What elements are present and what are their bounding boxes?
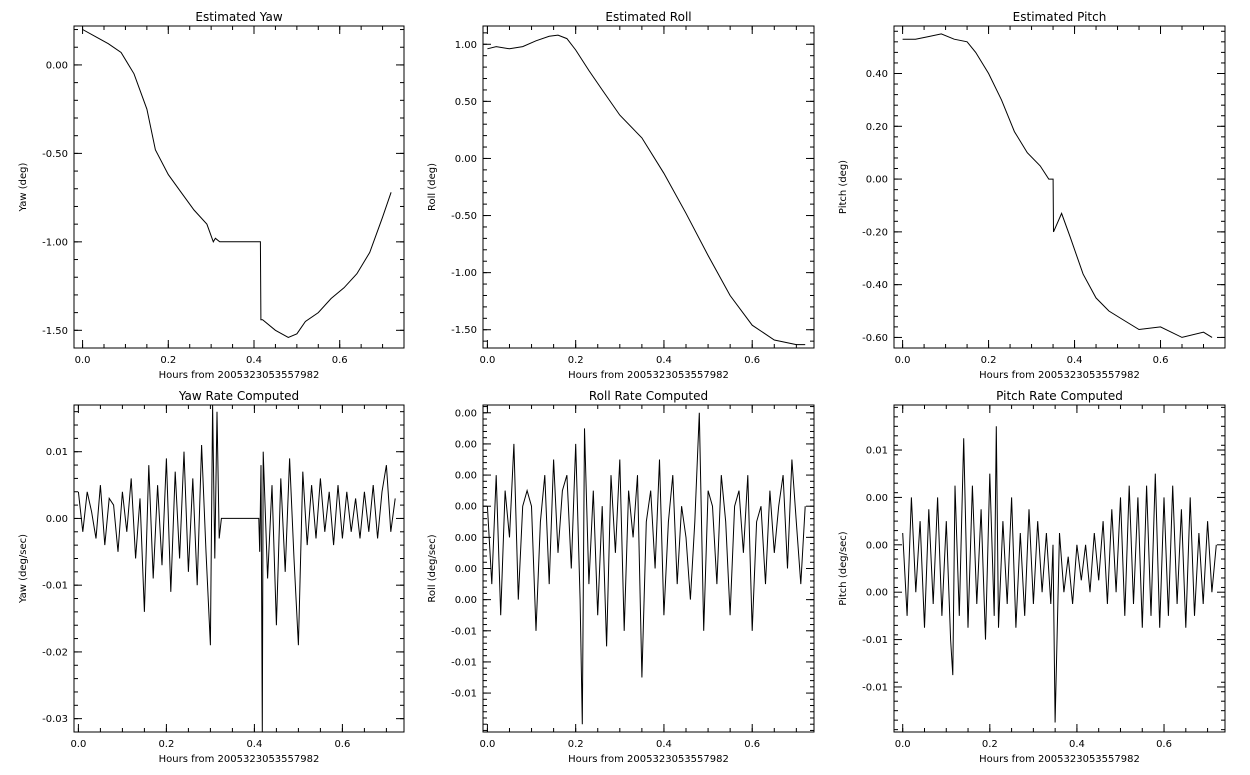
x-tick-label: 0.6 bbox=[744, 739, 760, 750]
x-tick-label: 0.2 bbox=[160, 355, 176, 366]
y-tick-label: 0.20 bbox=[866, 122, 888, 133]
x-tick-label: 0.2 bbox=[981, 355, 997, 366]
series-line bbox=[77, 404, 396, 733]
y-tick-label: -0.01 bbox=[451, 689, 477, 700]
y-tick-label: -1.50 bbox=[42, 326, 68, 337]
y-tick-label: 0.00 bbox=[46, 60, 68, 71]
y-axis-label: Yaw (deg) bbox=[18, 162, 29, 212]
x-tick-label: 0.2 bbox=[982, 739, 998, 750]
y-axis-label: Yaw (deg/sec) bbox=[18, 534, 29, 604]
y-tick-label: -0.01 bbox=[451, 626, 477, 637]
plot-frame bbox=[73, 25, 405, 349]
y-tick-label: 0.00 bbox=[46, 514, 68, 525]
x-axis-label: Hours from 2005323053557982 bbox=[568, 754, 729, 765]
y-tick-label: 0.40 bbox=[866, 69, 888, 80]
chart-panel-6: Pitch Rate Computed Hours from 2005323053… bbox=[838, 389, 1226, 765]
chart-panel-5: Roll Rate Computed Hours from 20053230535… bbox=[427, 389, 815, 765]
x-tick-label: 0.6 bbox=[1156, 739, 1172, 750]
series-line bbox=[82, 29, 392, 338]
series-line bbox=[486, 412, 806, 725]
y-tick-label: -0.20 bbox=[862, 227, 888, 238]
x-tick-label: 0.0 bbox=[479, 355, 495, 366]
y-axis-label: Pitch (deg/sec) bbox=[838, 531, 849, 606]
x-tick-label: 0.2 bbox=[568, 355, 584, 366]
x-axis-label: Hours from 2005323053557982 bbox=[979, 754, 1140, 765]
y-tick-label: 0.01 bbox=[46, 447, 68, 458]
x-tick-label: 0.0 bbox=[895, 739, 911, 750]
x-tick-label: 0.0 bbox=[479, 739, 495, 750]
x-axis-label: Hours from 2005323053557982 bbox=[159, 754, 320, 765]
x-tick-label: 0.4 bbox=[246, 355, 262, 366]
y-axis-label: Roll (deg/sec) bbox=[427, 534, 438, 602]
x-axis-label: Hours from 2005323053557982 bbox=[568, 370, 729, 381]
y-tick-label: -0.50 bbox=[42, 149, 68, 160]
chart-panel-2: Estimated Roll Hours from 200532305355798… bbox=[427, 10, 815, 381]
y-tick-label: 0.01 bbox=[866, 446, 888, 457]
plot-frame bbox=[893, 25, 1226, 349]
x-tick-label: 0.6 bbox=[1153, 355, 1169, 366]
y-tick-label: 0.00 bbox=[455, 154, 477, 165]
x-tick-label: 0.0 bbox=[75, 355, 91, 366]
y-tick-label: 0.00 bbox=[866, 588, 888, 599]
series-line bbox=[902, 33, 1213, 338]
x-tick-label: 0.4 bbox=[656, 739, 672, 750]
series-line bbox=[487, 34, 806, 346]
y-tick-label: 0.00 bbox=[866, 493, 888, 504]
y-tick-label: -0.02 bbox=[42, 647, 68, 658]
series-line bbox=[902, 426, 1217, 723]
y-axis-label: Roll (deg) bbox=[427, 163, 438, 211]
x-tick-label: 0.4 bbox=[246, 739, 262, 750]
x-tick-label: 0.4 bbox=[656, 355, 672, 366]
y-tick-label: -0.03 bbox=[42, 714, 68, 725]
plot-frame bbox=[73, 404, 405, 733]
y-tick-label: 0.00 bbox=[455, 439, 477, 450]
chart-title: Yaw Rate Computed bbox=[178, 389, 299, 403]
y-tick-label: -0.01 bbox=[862, 635, 888, 646]
y-tick-label: -0.40 bbox=[862, 280, 888, 291]
y-tick-label: 0.50 bbox=[455, 97, 477, 108]
y-tick-label: -0.60 bbox=[862, 333, 888, 344]
chart-panel-1: Estimated Yaw Hours from 2005323053557982… bbox=[18, 10, 405, 381]
chart-panel-4: Yaw Rate Computed Hours from 200532305355… bbox=[18, 389, 405, 765]
y-tick-label: 0.00 bbox=[455, 564, 477, 575]
x-axis-label: Hours from 2005323053557982 bbox=[159, 370, 320, 381]
x-tick-label: 0.0 bbox=[70, 739, 86, 750]
chart-title: Estimated Roll bbox=[605, 10, 691, 24]
y-axis-label: Pitch (deg) bbox=[838, 160, 849, 214]
y-tick-label: 0.00 bbox=[866, 175, 888, 186]
y-tick-label: -0.01 bbox=[862, 682, 888, 693]
chart-title: Roll Rate Computed bbox=[589, 389, 708, 403]
y-tick-label: 0.00 bbox=[455, 533, 477, 544]
x-tick-label: 0.6 bbox=[744, 355, 760, 366]
chart-title: Estimated Yaw bbox=[195, 10, 282, 24]
x-tick-label: 0.6 bbox=[332, 355, 348, 366]
y-tick-label: 1.00 bbox=[455, 40, 477, 51]
y-tick-label: -1.00 bbox=[451, 268, 477, 279]
chart-panel-3: Estimated Pitch Hours from 20053230535579… bbox=[838, 10, 1226, 381]
x-axis-label: Hours from 2005323053557982 bbox=[979, 370, 1140, 381]
y-tick-label: -1.00 bbox=[42, 237, 68, 248]
x-tick-label: 0.2 bbox=[158, 739, 174, 750]
x-tick-label: 0.0 bbox=[895, 355, 911, 366]
y-tick-label: -0.01 bbox=[42, 581, 68, 592]
y-tick-label: 0.00 bbox=[455, 502, 477, 513]
chart-title: Estimated Pitch bbox=[1013, 10, 1107, 24]
y-tick-label: 0.00 bbox=[866, 540, 888, 551]
chart-title: Pitch Rate Computed bbox=[996, 389, 1123, 403]
y-tick-label: -0.50 bbox=[451, 211, 477, 222]
plot-frame bbox=[482, 25, 815, 349]
y-tick-label: -1.50 bbox=[451, 325, 477, 336]
y-tick-label: 0.00 bbox=[455, 471, 477, 482]
y-tick-label: -0.01 bbox=[451, 657, 477, 668]
x-tick-label: 0.6 bbox=[334, 739, 350, 750]
y-tick-label: 0.00 bbox=[455, 408, 477, 419]
x-tick-label: 0.2 bbox=[568, 739, 584, 750]
x-tick-label: 0.4 bbox=[1067, 355, 1083, 366]
x-tick-label: 0.4 bbox=[1069, 739, 1085, 750]
y-tick-label: 0.00 bbox=[455, 595, 477, 606]
